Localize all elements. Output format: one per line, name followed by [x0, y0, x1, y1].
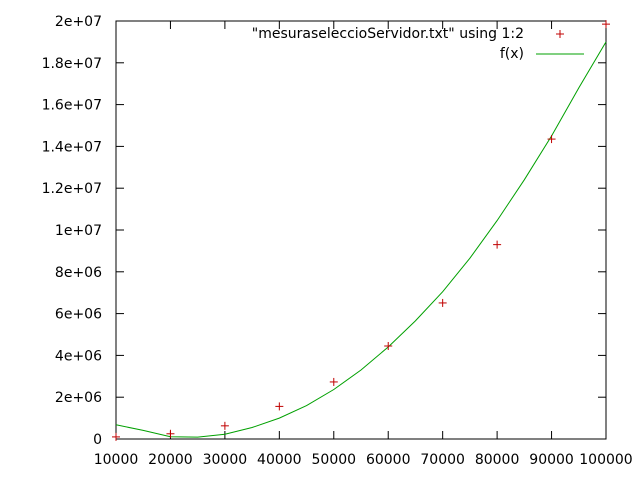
plot-border: [115, 20, 607, 440]
y-tick-label: 6e+06: [55, 307, 102, 323]
x-tick-label: 90000: [529, 452, 574, 468]
y-tick-label: 4e+06: [55, 348, 102, 364]
y-tick-label: 1.6e+07: [42, 98, 102, 114]
data-point: [493, 240, 502, 249]
fit-line: [115, 41, 607, 438]
x-tick-label: 40000: [257, 452, 302, 468]
y-tick-labels: 0 2e+06 4e+06 6e+06 8e+06 1e+07 1.2e+07 1.4e+07…: [42, 14, 103, 448]
tick-marks: [115, 20, 607, 440]
legend-marker-plus: [556, 30, 564, 38]
y-tick-label: 2e+07: [55, 14, 102, 30]
legend-label-data: "mesuraseleccioServidor.txt" using 1:2: [252, 26, 524, 42]
y-tick-label: 1e+07: [55, 223, 102, 239]
x-tick-label: 70000: [420, 452, 465, 468]
x-tick-label: 10000: [94, 452, 139, 468]
y-tick-label: 1.2e+07: [42, 181, 102, 197]
data-point: [602, 20, 610, 29]
data-point: [112, 432, 120, 441]
x-tick-label: 30000: [203, 452, 248, 468]
x-tick-label: 20000: [148, 452, 193, 468]
x-tick-label: 50000: [312, 452, 357, 468]
data-point: [384, 341, 393, 350]
data-point: [547, 135, 556, 144]
y-tick-label: 8e+06: [55, 265, 102, 281]
data-point: [329, 377, 338, 386]
x-tick-label: 100000: [579, 452, 632, 468]
data-point: [166, 429, 175, 438]
data-point: [220, 421, 229, 430]
fit-line-layer: [115, 41, 607, 438]
data-point: [275, 402, 284, 411]
legend-marker-data: [556, 30, 564, 38]
x-tick-label: 80000: [475, 452, 520, 468]
y-tick-label: 0: [93, 432, 102, 448]
legend-label-fit: f(x): [500, 46, 524, 62]
data-point: [438, 298, 447, 307]
legend: "mesuraseleccioServidor.txt" using 1:2 f…: [252, 26, 584, 62]
y-tick-label: 1.4e+07: [42, 139, 102, 155]
x-tick-label: 60000: [366, 452, 411, 468]
data-points-layer: [112, 20, 610, 441]
y-tick-label: 2e+06: [55, 390, 102, 406]
x-tick-labels: 10000 20000 30000 40000 50000 60000 70000 80000…: [94, 452, 633, 468]
y-tick-label: 1.8e+07: [42, 56, 102, 72]
